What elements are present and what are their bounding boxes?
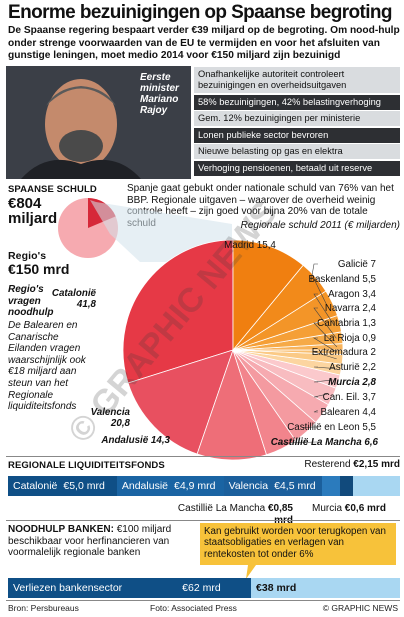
bar-segment: Andalusië €4,9 mrd — [116, 476, 224, 496]
pie-leader — [313, 293, 335, 326]
pie-slice — [122, 239, 234, 384]
pie-label: Madrid 15,4 — [224, 240, 276, 251]
measure-item: Verhoging pensioenen, betaald uit reserv… — [194, 160, 400, 176]
pie-label: Castillië en Leon 5,5 — [287, 422, 376, 433]
debt-amount: €804 miljard — [8, 195, 58, 227]
pie-label: Can. Eil. 3,7 — [323, 392, 376, 403]
aid-note: De Balearen en Canarische Eilanden vrage… — [8, 320, 86, 413]
pie-leader — [302, 426, 318, 428]
pie-label: Aragon 3,4 — [328, 289, 376, 300]
bar-segment — [321, 476, 341, 496]
source: Bron: Persbureaus — [8, 603, 79, 613]
measure-item: Lonen publieke sector bevroren — [194, 127, 400, 143]
callout-box — [200, 523, 396, 579]
portrait-illustration — [6, 66, 191, 179]
segment-amount: €62 mrd — [182, 582, 221, 594]
pie-label: Baskenland 5,5 — [308, 274, 376, 285]
pie-label: Navarra 2,4 — [325, 303, 377, 314]
bar-segment: Catalonië €5,0 mrd — [8, 476, 117, 496]
pie-leader — [313, 410, 318, 413]
measures-list: Onafhankelijke autoriteit controleert be… — [194, 67, 400, 177]
page-subtitle: De Spaanse regering bespaart verder €39 … — [8, 25, 400, 61]
pie-leader — [278, 441, 320, 444]
callout-text: Kan gebruikt worden voor terugkopen van … — [204, 526, 386, 560]
pie-leader — [312, 337, 338, 353]
pie-leader — [313, 278, 328, 306]
regions-label: Regio's — [8, 250, 47, 262]
bar-segment — [340, 476, 354, 496]
divider — [6, 520, 400, 521]
segment-amount: €38 mrd — [256, 582, 297, 594]
segment-amount: €5,0 mrd — [63, 480, 105, 492]
pie-label: Murcia 2,8 — [328, 377, 376, 388]
pie-slice — [196, 348, 268, 460]
pie-label: Castillië La Mancha 6,6 — [271, 437, 379, 448]
pie-label: Valencia — [91, 407, 131, 418]
fund-bar: Catalonië €5,0 mrd Andalusië €4,9 mrd Valenc… — [8, 476, 400, 496]
pie-title: Regionale schuld 2011 (€ miljarden) — [240, 220, 400, 231]
pie-leader — [313, 379, 333, 383]
aid-heading: Regio's vragen noodhulp — [8, 284, 54, 319]
pie-label: Andalusië 14,3 — [100, 435, 170, 446]
debt-label: SPAANSE SCHULD — [8, 184, 97, 195]
bank-text: €100 miljard beschikbaar voor herfinanci… — [8, 524, 172, 559]
pie-leader — [313, 351, 337, 360]
bank-callout — [200, 523, 396, 579]
photo-rajoy: Eerste minister Mariano Rajoy — [6, 66, 191, 179]
pie-label: Catalonië — [52, 288, 97, 299]
pie-leader — [313, 393, 328, 398]
pie-label: Asturië 2,2 — [329, 362, 376, 373]
segment-amount: €4,5 mrd — [274, 480, 316, 492]
pie-label: Extremadura 2 — [312, 347, 376, 358]
pie-leader — [310, 263, 318, 282]
photo-caption: Eerste minister Mariano Rajoy — [140, 72, 179, 116]
bar-segment: Verliezen bankensector €62 mrd — [8, 578, 252, 598]
bank-bar: Verliezen bankensector €62 mrd €38 mrd — [8, 578, 400, 598]
divider — [6, 456, 400, 457]
measure-item: Onafhankelijke autoriteit controleert be… — [194, 67, 400, 93]
pie-label: Cantabria 1,3 — [317, 318, 376, 329]
murcia-value: €0,6 mrd — [344, 503, 386, 514]
pie-label: Balearen 4,4 — [320, 407, 376, 418]
segment-label: Verliezen bankensector — [13, 582, 123, 594]
segment-label: Andalusië — [121, 480, 168, 492]
bar-segment: Valencia €4,5 mrd — [223, 476, 322, 496]
regions-amount: €150 mrd — [8, 261, 70, 277]
castillie-label: Castillië La Mancha — [177, 503, 266, 514]
fund-label-murcia: Murcia €0,6 mrd — [312, 503, 402, 515]
bar-segment — [353, 476, 400, 496]
pie-label: Galicië 7 — [338, 259, 376, 270]
credit: © GRAPHIC NEWS — [322, 603, 398, 613]
measure-item: Nieuwe belasting op gas en elektra — [194, 144, 400, 159]
pie-leader — [313, 366, 336, 369]
pie-label: La Rioja 0,9 — [324, 333, 376, 344]
segment-amount: €4,9 mrd — [174, 480, 216, 492]
remaining-label: Resterend — [304, 459, 351, 470]
segment-label: Valencia — [228, 480, 269, 492]
divider — [6, 600, 400, 601]
bar-segment: €38 mrd — [251, 578, 400, 598]
fund-remaining: Resterend €2,15 mrd — [292, 459, 400, 471]
pie-slice — [232, 239, 304, 352]
bank-label: NOODHULP BANKEN: — [8, 524, 114, 535]
measure-item: 58% bezuinigingen, 42% belastingverhogin… — [194, 94, 400, 110]
murcia-label: Murcia — [312, 503, 343, 514]
fund-title: REGIONALE LIQUIDITEITSFONDS — [8, 460, 165, 471]
pie-leader — [313, 322, 338, 348]
photo-credit: Foto: Associated Press — [150, 603, 237, 613]
page-title: Enorme bezuinigingen op Spaanse begrotin… — [8, 2, 393, 23]
bank-note: NOODHULP BANKEN: €100 miljard beschikbaa… — [8, 524, 203, 559]
pie-slice — [127, 349, 234, 455]
remaining-value: €2,15 mrd — [353, 459, 400, 470]
pie-value-label: 41,8 — [76, 299, 97, 310]
pie-value-label: 20,8 — [110, 418, 131, 429]
pie-leader — [313, 307, 337, 339]
segment-label: Catalonië — [13, 480, 58, 492]
measure-item: Gem. 12% bezuinigingen per ministerie — [194, 111, 400, 126]
